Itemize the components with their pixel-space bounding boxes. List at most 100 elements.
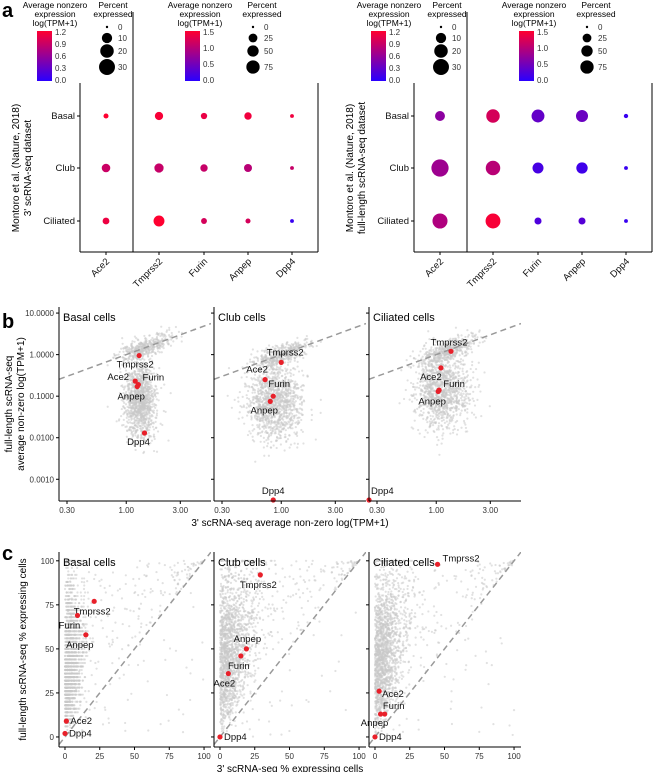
gene-point	[265, 347, 268, 350]
size-legend-title: Percent	[581, 0, 611, 10]
gene-point	[158, 367, 161, 370]
gene-point	[419, 394, 422, 397]
gene-point	[291, 379, 294, 383]
gene-point	[130, 425, 133, 428]
gene-point	[286, 372, 289, 375]
gene-point	[445, 420, 448, 423]
gene-point	[159, 422, 162, 425]
dot-ace2-ciliated	[102, 217, 110, 225]
gene-point	[448, 418, 451, 421]
color-bar	[371, 31, 386, 81]
gene-point	[290, 346, 293, 349]
gene-point	[440, 350, 443, 354]
gene-point	[260, 379, 263, 382]
gene-point	[257, 364, 261, 367]
gene-point	[258, 367, 262, 370]
gene-point	[297, 370, 301, 373]
gene-point	[478, 383, 481, 387]
gene-point	[442, 377, 445, 380]
gene-point	[283, 449, 286, 452]
gene-point	[261, 413, 264, 416]
gene-point	[122, 400, 125, 403]
gene-point	[281, 369, 284, 372]
gene-point	[283, 354, 286, 357]
gene-point	[277, 368, 280, 371]
gene-point	[452, 357, 455, 361]
gene-point	[283, 346, 286, 349]
gene-point	[461, 404, 464, 408]
gene-point	[476, 336, 479, 339]
gene-point	[447, 382, 450, 386]
gene-point	[280, 391, 284, 395]
gene-point	[152, 372, 156, 375]
gene-point	[434, 382, 437, 385]
gene-point	[449, 366, 452, 369]
gene-point	[298, 402, 301, 406]
gene-point	[170, 338, 173, 341]
gene-point	[415, 398, 418, 401]
gene-point	[456, 386, 459, 389]
color-tick-label: 0.9	[55, 40, 67, 49]
gene-point	[142, 344, 146, 347]
gene-point	[251, 378, 254, 381]
gene-point	[155, 398, 158, 401]
gene-point	[457, 377, 460, 381]
gene-point	[453, 395, 456, 398]
gene-point	[276, 346, 280, 349]
gene-point	[120, 399, 123, 402]
gene-point	[276, 421, 280, 424]
gene-point	[125, 398, 129, 401]
gene-point	[148, 346, 151, 350]
gene-point	[139, 427, 142, 431]
gene-point	[130, 421, 133, 425]
gene-point	[439, 371, 442, 374]
gene-point	[148, 378, 152, 381]
gene-point	[319, 340, 322, 343]
gene-point	[142, 361, 145, 364]
gene-point	[455, 413, 458, 416]
gene-point	[256, 356, 259, 359]
panel-letter-a: a	[2, 0, 14, 22]
gene-point	[264, 415, 267, 419]
gene-point	[301, 350, 304, 353]
gene-point	[281, 342, 284, 346]
gene-point	[461, 370, 464, 373]
gene-point	[278, 415, 281, 418]
gene-point	[256, 423, 259, 427]
gene-point	[416, 381, 419, 385]
gene-point	[441, 403, 444, 406]
gene-point	[145, 427, 149, 430]
gene-point	[125, 435, 128, 438]
facet-title: Basal cells	[63, 312, 116, 324]
dot-ace2-club	[431, 159, 449, 177]
color-bar	[519, 31, 534, 81]
color-legend-title: Average nonzero	[502, 0, 567, 10]
gene-point	[414, 357, 417, 360]
gene-point	[429, 414, 432, 417]
gene-point	[262, 397, 265, 400]
gene-point	[134, 346, 137, 349]
gene-point	[266, 431, 269, 434]
gene-point	[292, 373, 295, 376]
gene-point	[293, 385, 296, 388]
gene-point	[262, 446, 265, 449]
row-label-basal: Basal	[385, 111, 409, 122]
gene-point	[286, 402, 289, 405]
gene-point	[271, 403, 274, 406]
gene-point	[275, 413, 278, 416]
gene-point	[125, 364, 128, 368]
gene-point	[125, 349, 128, 353]
gene-point	[435, 411, 438, 414]
gene-point	[135, 372, 138, 376]
gene-point	[269, 422, 272, 425]
gene-point	[300, 428, 303, 432]
gene-point	[299, 397, 302, 400]
gene-point	[143, 386, 146, 389]
gene-point	[453, 425, 456, 428]
gene-point	[140, 416, 143, 419]
gene-point	[447, 360, 450, 364]
gene-point	[437, 424, 440, 428]
gene-point	[293, 442, 296, 445]
gene-point	[310, 418, 313, 422]
gene-point	[294, 407, 298, 411]
